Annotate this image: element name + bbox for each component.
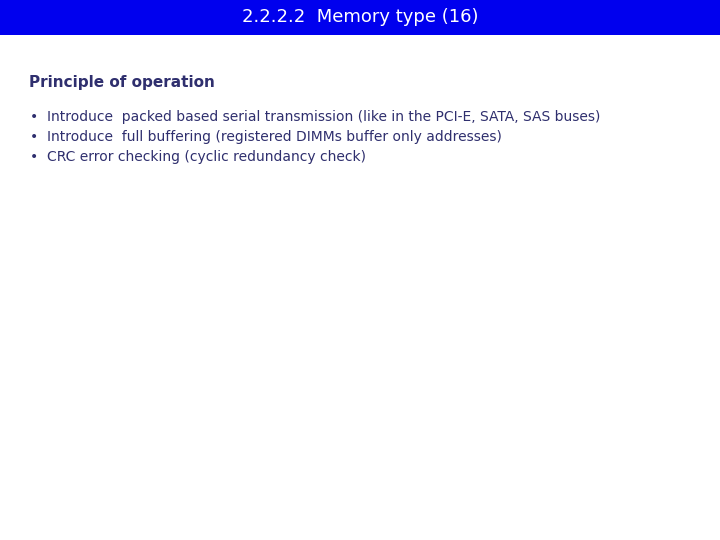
- Text: Introduce  full buffering (registered DIMMs buffer only addresses): Introduce full buffering (registered DIM…: [47, 130, 502, 144]
- Text: •: •: [30, 150, 38, 164]
- Text: Introduce  packed based serial transmission (like in the PCI-E, SATA, SAS buses): Introduce packed based serial transmissi…: [47, 110, 600, 124]
- Text: 2.2.2.2  Memory type (16): 2.2.2.2 Memory type (16): [242, 9, 478, 26]
- Text: •: •: [30, 130, 38, 144]
- Text: CRC error checking (cyclic redundancy check): CRC error checking (cyclic redundancy ch…: [47, 150, 366, 164]
- FancyBboxPatch shape: [0, 0, 720, 35]
- Text: •: •: [30, 110, 38, 124]
- Text: Principle of operation: Principle of operation: [29, 75, 215, 90]
